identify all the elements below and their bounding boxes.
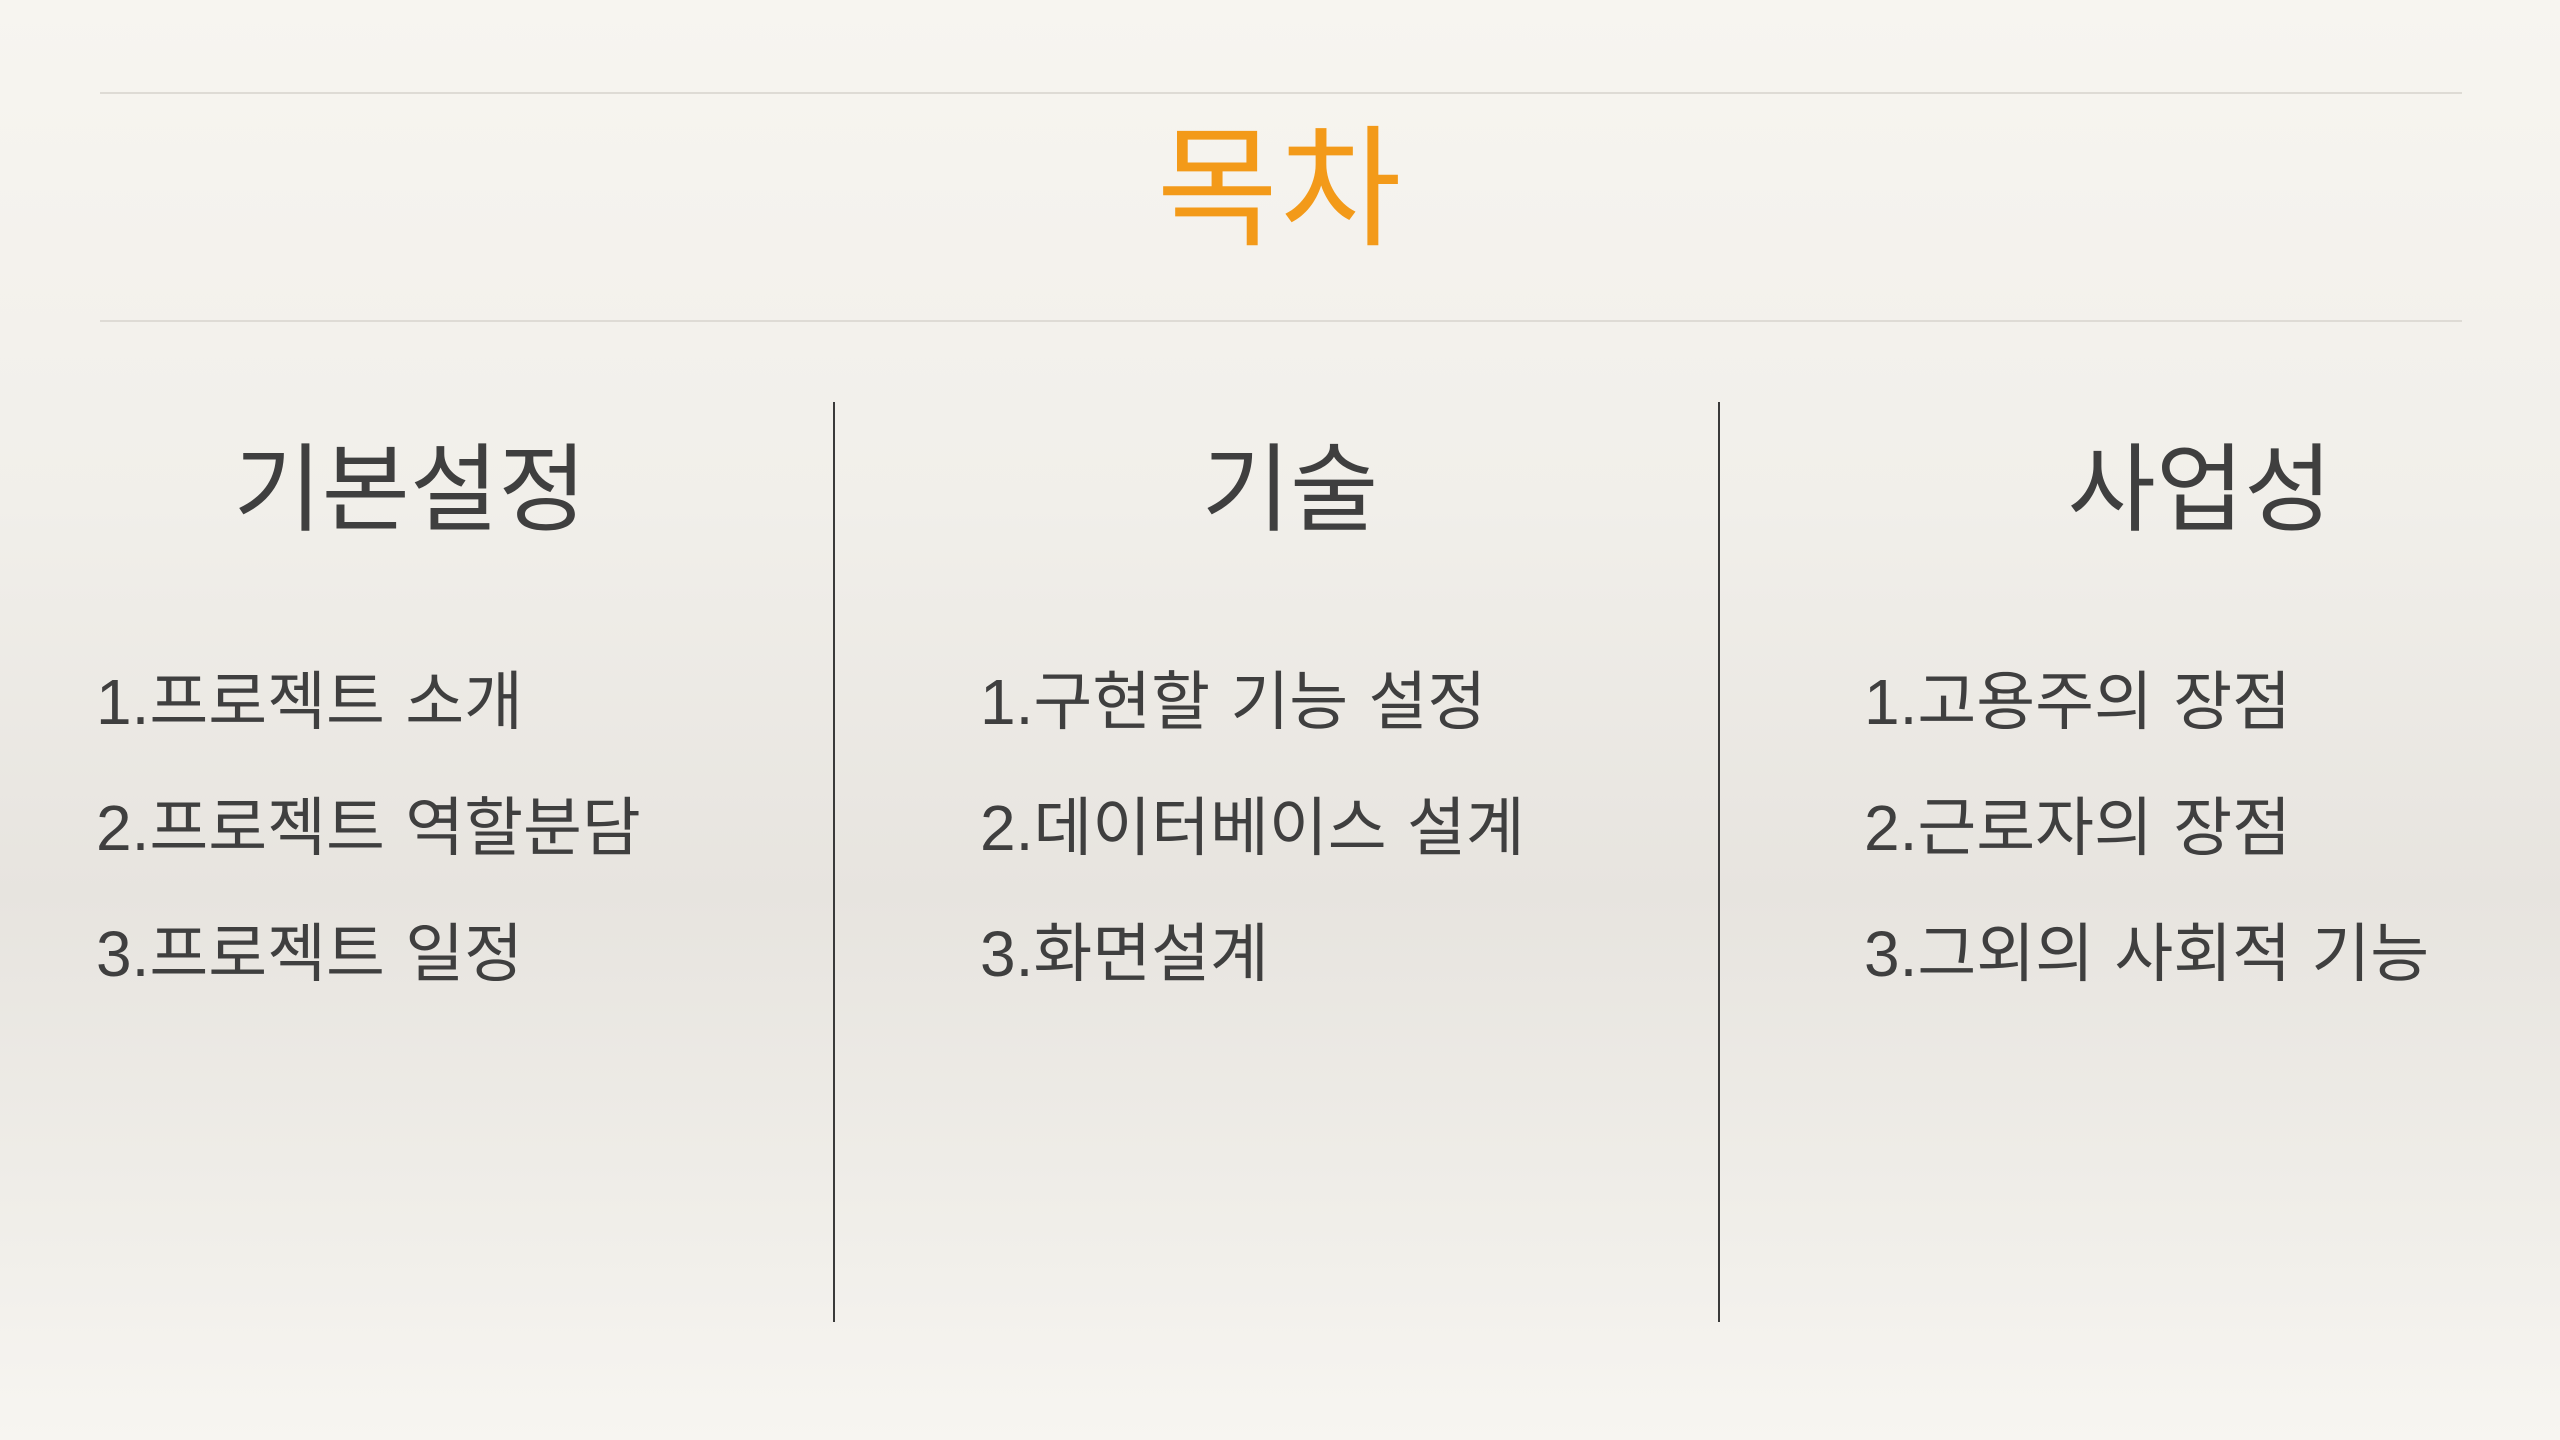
- item-number: 2.: [1864, 792, 1918, 864]
- item-text: 고용주의 장점: [1917, 666, 2291, 740]
- list-item: 3.화면설계: [980, 912, 1525, 1038]
- item-number: 2.: [980, 792, 1034, 864]
- title-underline-rule: [100, 320, 2462, 322]
- item-text: 프로젝트 역할분담: [149, 792, 641, 866]
- column-2-list: 1.구현할 기능 설정 2.데이터베이스 설계 3.화면설계: [980, 660, 1525, 1038]
- column-3-list: 1.고용주의 장점 2.근로자의 장점 3.그외의 사회적 기능: [1864, 660, 2429, 1038]
- column-1-list: 1.프로젝트 소개 2.프로젝트 역할분담 3.프로젝트 일정: [96, 660, 641, 1038]
- item-text: 그외의 사회적 기능: [1917, 918, 2430, 992]
- item-text: 프로젝트 소개: [149, 666, 523, 740]
- item-number: 1.: [96, 666, 150, 738]
- column-heading-basic-settings: 기본설정: [233, 434, 587, 546]
- item-number: 1.: [980, 666, 1034, 738]
- item-text: 구현할 기능 설정: [1033, 666, 1487, 740]
- item-number: 3.: [96, 918, 150, 990]
- item-number: 3.: [1864, 918, 1918, 990]
- list-item: 2.데이터베이스 설계: [980, 786, 1525, 912]
- list-item: 1.고용주의 장점: [1864, 660, 2429, 786]
- column-heading-technology: 기술: [1201, 434, 1379, 546]
- item-text: 프로젝트 일정: [149, 918, 523, 992]
- top-rule: [100, 92, 2462, 94]
- item-number: 3.: [980, 918, 1034, 990]
- item-text: 데이터베이스 설계: [1033, 792, 1525, 866]
- list-item: 3.프로젝트 일정: [96, 912, 641, 1038]
- slide-title: 목차: [1156, 113, 1404, 267]
- column-divider-2: [1718, 402, 1720, 1322]
- list-item: 1.프로젝트 소개: [96, 660, 641, 786]
- column-heading-business: 사업성: [2067, 434, 2333, 546]
- list-item: 2.프로젝트 역할분담: [96, 786, 641, 912]
- column-divider-1: [833, 402, 835, 1322]
- item-number: 1.: [1864, 666, 1918, 738]
- item-text: 근로자의 장점: [1917, 792, 2291, 866]
- list-item: 1.구현할 기능 설정: [980, 660, 1525, 786]
- item-text: 화면설계: [1033, 918, 1269, 992]
- list-item: 3.그외의 사회적 기능: [1864, 912, 2429, 1038]
- item-number: 2.: [96, 792, 150, 864]
- list-item: 2.근로자의 장점: [1864, 786, 2429, 912]
